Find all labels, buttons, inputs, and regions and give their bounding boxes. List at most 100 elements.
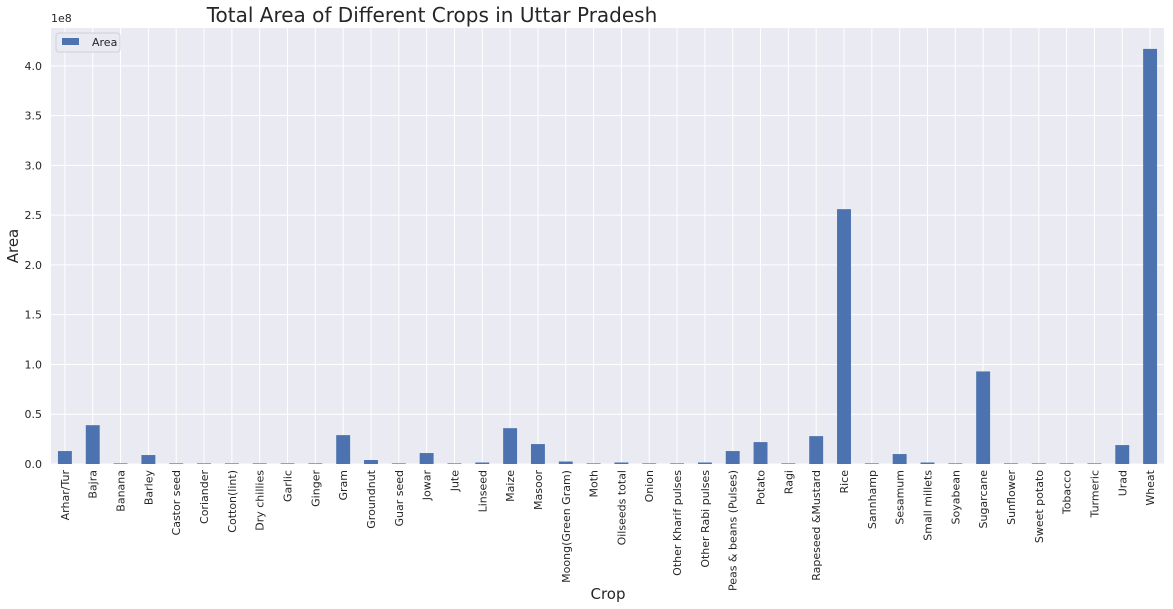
y-tick-label: 2.0: [25, 259, 43, 272]
x-tick-label: Moong(Green Gram): [560, 470, 573, 583]
x-tick-label: Cotton(lint): [226, 470, 239, 533]
bar-ragi: [781, 463, 796, 464]
x-tick-label: Coriander: [198, 470, 211, 524]
bar-sweet-potato: [1031, 463, 1046, 464]
x-tick-label: Onion: [643, 470, 656, 502]
bar-sugarcane: [976, 371, 991, 464]
x-tick-label: Garlic: [282, 470, 295, 502]
x-tick-label: Arhar/Tur: [59, 470, 72, 521]
x-tick-label: Castor seed: [170, 470, 183, 535]
bar-peas-beans-pulses: [725, 451, 740, 464]
y-tick-label: 0.5: [25, 408, 43, 421]
x-tick-labels: Arhar/Tur Bajra Banana Barley Castor seed Cor…: [59, 469, 1157, 591]
legend-box: [55, 32, 121, 53]
x-tick-label: Soyabean: [949, 470, 962, 524]
bar-rapeseed-mustard: [809, 436, 824, 464]
bar-wheat: [1143, 48, 1158, 464]
x-tick-label: Sunflower: [1005, 470, 1018, 525]
y-offset-label: 1e8: [51, 12, 72, 25]
x-tick-label: Jute: [448, 470, 461, 493]
bar-moth: [586, 463, 601, 464]
bar-castor-seed: [169, 463, 184, 464]
x-tick-label: Small millets: [921, 470, 934, 541]
bar-potato: [753, 442, 768, 464]
x-tick-label: Ginger: [309, 470, 322, 507]
x-tick-label: Gram: [337, 470, 350, 501]
bar-garlic: [280, 463, 295, 464]
x-tick-label: Banana: [115, 470, 128, 512]
x-tick-label: Other Kharif pulses: [671, 470, 684, 576]
x-tick-label: Barley: [142, 470, 155, 506]
bar-banana: [113, 463, 128, 464]
bar-bajra: [85, 425, 100, 464]
bars: [57, 48, 1158, 464]
x-tick-label: Dry chillies: [254, 470, 267, 531]
y-tick-label: 3.5: [25, 110, 43, 123]
bar-tobacco: [1059, 463, 1074, 464]
x-tick-label: Groundnut: [365, 469, 378, 528]
y-tick-label: 2.5: [25, 209, 43, 222]
bar-oilseeds-total: [614, 462, 629, 464]
bar-onion: [642, 463, 657, 464]
bar-sesamum: [892, 454, 907, 464]
y-tick-label: 1.0: [25, 358, 43, 371]
legend-label: Area: [92, 36, 117, 49]
bar-jute: [447, 463, 462, 464]
x-tick-label: Bajra: [87, 470, 100, 499]
y-tick-labels: 0.0 0.5 1.0 1.5 2.0 2.5 3.0 3.5 4.0: [25, 60, 43, 471]
bar-guar-seed: [391, 463, 406, 464]
bar-maize: [503, 428, 518, 464]
x-tick-label: Moth: [588, 470, 601, 498]
x-axis-label: Crop: [590, 585, 625, 603]
bar-masoor: [530, 444, 545, 464]
x-tick-label: Potato: [755, 470, 768, 505]
x-tick-label: Sugarcane: [977, 470, 990, 529]
x-tick-label: Rapeseed &Mustard: [810, 470, 823, 581]
legend-swatch: [62, 38, 79, 45]
bar-rice: [837, 209, 851, 464]
bar-urad: [1115, 445, 1130, 464]
y-axis-label: Area: [4, 229, 22, 264]
bar-moong-green-gram: [558, 461, 573, 464]
x-tick-label: Urad: [1116, 470, 1129, 496]
x-tick-label: Sweet potato: [1033, 470, 1046, 543]
x-tick-label: Ragi: [782, 470, 795, 494]
x-tick-label: Guar seed: [393, 470, 406, 527]
bar-sannhamp: [864, 463, 879, 464]
x-tick-label: Linseed: [476, 470, 489, 512]
x-tick-label: Maize: [504, 470, 517, 502]
y-tick-label: 0.0: [25, 458, 43, 471]
bar-other-kharif-pulses: [670, 463, 685, 464]
legend: Area: [55, 32, 121, 53]
bar-dry-chillies: [252, 463, 267, 464]
x-tick-label: Tobacco: [1061, 470, 1074, 515]
y-tick-label: 4.0: [25, 60, 43, 73]
bar-coriander: [197, 463, 211, 464]
x-tick-label: Masoor: [532, 470, 545, 510]
plot-background: [51, 28, 1164, 464]
bar-ginger: [308, 463, 323, 464]
x-tick-label: Sesamum: [894, 470, 907, 525]
bar-linseed: [475, 462, 490, 464]
x-tick-label: Rice: [838, 470, 851, 494]
bar-groundnut: [364, 460, 378, 464]
x-tick-label: Oilseeds total: [615, 470, 628, 545]
x-tick-label: Other Rabi pulses: [699, 470, 712, 568]
y-tick-label: 3.0: [25, 159, 43, 172]
bar-cotton-lint: [224, 463, 239, 464]
x-tick-label: Sannhamp: [866, 470, 879, 529]
x-tick-label: Wheat: [1144, 469, 1157, 505]
bar-barley: [141, 455, 156, 464]
bar-sunflower: [1004, 463, 1018, 464]
bar-arhar-tur: [57, 451, 72, 464]
bar-soyabean: [948, 463, 963, 464]
bar-jowar: [419, 453, 434, 464]
bar-small-millets: [920, 462, 935, 464]
bar-gram: [336, 435, 351, 464]
y-tick-label: 1.5: [25, 309, 43, 322]
bar-other-rabi-pulses: [697, 462, 712, 464]
x-tick-label: Turmeric: [1088, 470, 1101, 518]
x-tick-label: Jowar: [421, 470, 434, 502]
x-tick-label: Peas & beans (Pulses): [727, 470, 740, 591]
